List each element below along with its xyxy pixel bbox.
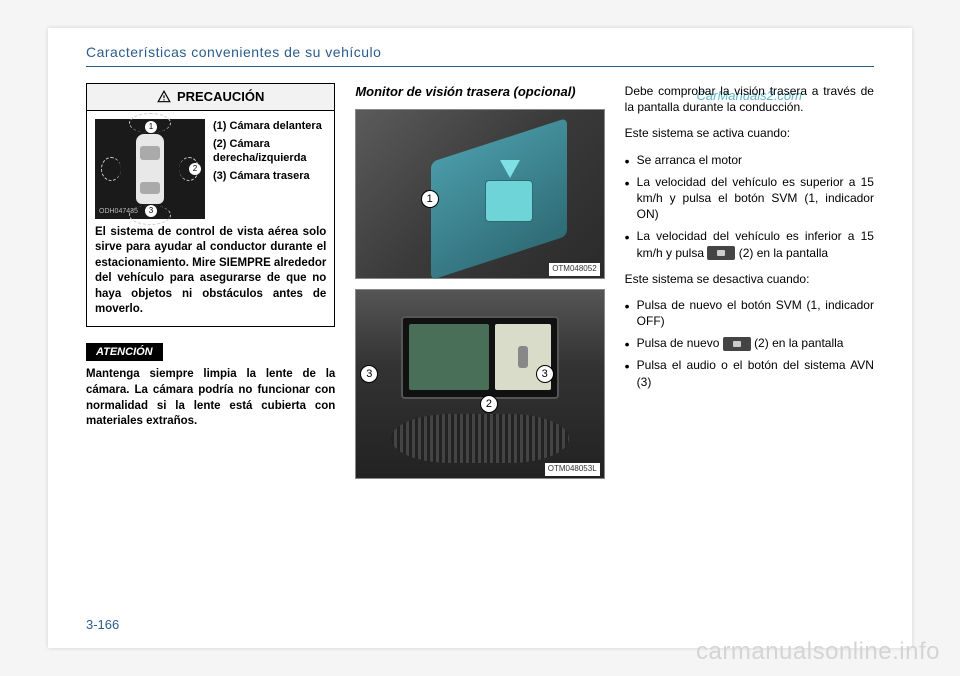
caution-text: El sistema de control de vista aérea sol… xyxy=(95,225,326,318)
photo2-code: OTM048053L xyxy=(545,463,600,476)
page-number: 3-166 xyxy=(86,617,119,632)
camera-button-icon xyxy=(723,337,751,351)
diagram-callout-1: 1 xyxy=(145,121,157,133)
car-silhouette-icon xyxy=(136,134,164,204)
rearview-feed-icon xyxy=(409,324,489,390)
diagram-callout-3: 3 xyxy=(145,205,157,217)
deactivate-label: Este sistema se desactiva cuando: xyxy=(625,271,874,287)
svm-button-highlight-icon xyxy=(485,180,533,222)
atencion-badge: ATENCIÓN xyxy=(86,343,163,362)
caution-header: PRECAUCIÓN xyxy=(87,84,334,111)
col2-heading: Monitor de visión trasera (opcional) xyxy=(355,83,604,101)
deactivate-item-2: Pulsa de nuevo (2) en la pantalla xyxy=(625,335,874,351)
page-header: Características convenientes de su vehíc… xyxy=(86,44,874,67)
activate-item-2: La velocidad del vehículo es superior a … xyxy=(625,174,874,223)
manual-page: Características convenientes de su vehíc… xyxy=(48,28,912,648)
deactivate-item-2-pre: Pulsa de nuevo xyxy=(637,336,723,350)
infotainment-screen-icon xyxy=(401,316,559,399)
diagram-code: ODH047435 xyxy=(99,207,138,216)
caution-label: PRECAUCIÓN xyxy=(177,88,264,106)
column-3: Debe comprobar la visión trasera a travé… xyxy=(625,83,874,489)
activate-item-3-post: (2) en la pantalla xyxy=(739,246,828,260)
deactivate-item-3: Pulsa el audio o el botón del sistema AV… xyxy=(625,357,874,389)
arrow-down-icon xyxy=(500,160,520,178)
photo1-code: OTM048052 xyxy=(549,263,599,276)
deactivate-item-2-post: (2) en la pantalla xyxy=(754,336,843,350)
topview-car-icon xyxy=(518,346,528,368)
activate-list: Se arranca el motor La velocidad del veh… xyxy=(625,152,874,261)
photo1-callout-1: 1 xyxy=(421,190,439,208)
content-columns: PRECAUCIÓN 1 2 3 ODH047435 xyxy=(86,83,874,489)
activate-item-1: Se arranca el motor xyxy=(625,152,874,168)
camera-item-3: (3) Cámara trasera xyxy=(213,169,326,183)
camera-diagram: 1 2 3 ODH047435 xyxy=(95,119,205,219)
column-2: Monitor de visión trasera (opcional) 1 O… xyxy=(355,83,604,489)
watermark-bottom: carmanualsonline.info xyxy=(696,638,940,666)
camera-list: (1) Cámara delantera (2) Cámara derecha/… xyxy=(213,119,326,219)
column-1: PRECAUCIÓN 1 2 3 ODH047435 xyxy=(86,83,335,489)
photo2-callout-3-right: 3 xyxy=(536,365,554,383)
photo-dashboard-screen: 3 3 2 OTM048053L xyxy=(355,289,604,479)
intro-text: Debe comprobar la visión trasera a travé… xyxy=(625,83,874,115)
activate-label: Este sistema se activa cuando: xyxy=(625,125,874,141)
photo2-callout-2: 2 xyxy=(480,395,498,413)
diagram-callout-2: 2 xyxy=(189,163,201,175)
photo2-callout-3-left: 3 xyxy=(360,365,378,383)
caution-body: 1 2 3 ODH047435 (1) Cámara delantera (2)… xyxy=(87,111,334,326)
warning-icon xyxy=(157,90,171,104)
deactivate-list: Pulsa de nuevo el botón SVM (1, indicado… xyxy=(625,297,874,390)
sensor-arc-left-icon xyxy=(101,157,121,181)
camera-item-1: (1) Cámara delantera xyxy=(213,119,326,133)
air-vents-icon xyxy=(391,414,569,463)
camera-item-2: (2) Cámara derecha/izquierda xyxy=(213,137,326,166)
atencion-text: Mantenga siempre limpia la lente de la c… xyxy=(86,367,335,429)
header-title: Características convenientes de su vehíc… xyxy=(86,44,381,60)
deactivate-item-1: Pulsa de nuevo el botón SVM (1, indicado… xyxy=(625,297,874,329)
diagram-row: 1 2 3 ODH047435 (1) Cámara delantera (2)… xyxy=(95,119,326,219)
activate-item-3: La velocidad del vehículo es inferior a … xyxy=(625,228,874,260)
photo-svm-button: 1 OTM048052 xyxy=(355,109,604,279)
caution-box: PRECAUCIÓN 1 2 3 ODH047435 xyxy=(86,83,335,327)
camera-button-icon xyxy=(707,246,735,260)
